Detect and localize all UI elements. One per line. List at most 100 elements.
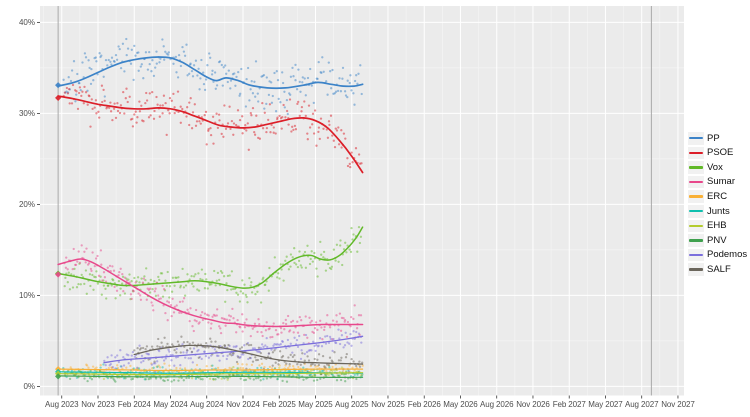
scatter-point	[133, 44, 136, 48]
scatter-point	[160, 341, 163, 344]
scatter-point	[152, 117, 156, 120]
scatter-point	[225, 72, 228, 75]
scatter-point	[154, 377, 158, 380]
scatter-point	[182, 297, 186, 300]
scatter-point	[357, 314, 361, 317]
scatter-point	[197, 370, 200, 373]
scatter-point	[355, 364, 358, 368]
scatter-point	[173, 284, 176, 287]
scatter-point	[127, 354, 130, 357]
scatter-point	[260, 366, 263, 369]
scatter-point	[249, 88, 252, 91]
scatter-point	[241, 279, 244, 282]
scatter-point	[326, 314, 329, 317]
scatter-point	[95, 270, 98, 273]
scatter-point	[230, 119, 234, 123]
scatter-point	[106, 356, 109, 359]
scatter-point	[259, 351, 263, 355]
scatter-point	[276, 78, 280, 82]
scatter-point	[114, 380, 117, 383]
scatter-point	[148, 291, 152, 294]
scatter-point	[205, 364, 208, 368]
scatter-point	[272, 322, 275, 325]
scatter-point	[320, 253, 323, 256]
scatter-point	[79, 88, 82, 92]
scatter-point	[316, 328, 319, 332]
scatter-point	[218, 359, 221, 362]
scatter-point	[229, 127, 232, 131]
scatter-point	[222, 66, 225, 69]
trend-line-junts	[57, 371, 364, 374]
scatter-point	[194, 273, 197, 276]
scatter-point	[137, 367, 141, 370]
scatter-point	[327, 341, 331, 345]
scatter-point	[77, 282, 80, 286]
scatter-point	[104, 363, 107, 367]
scatter-point	[267, 93, 271, 97]
scatter-point	[76, 107, 80, 111]
scatter-point	[256, 358, 260, 362]
x-tick-label: Aug 2024	[190, 400, 224, 409]
scatter-point	[162, 359, 166, 362]
scatter-point	[281, 71, 284, 74]
scatter-point	[197, 289, 201, 292]
scatter-point	[236, 318, 239, 322]
scatter-point	[132, 290, 135, 293]
scatter-point	[199, 77, 202, 80]
scatter-point	[131, 117, 134, 121]
scatter-point	[231, 307, 234, 311]
scatter-point	[189, 307, 192, 310]
scatter-point	[337, 260, 340, 263]
scatter-point	[209, 133, 213, 137]
scatter-point	[296, 320, 299, 323]
scatter-point	[197, 67, 200, 70]
x-tick-label: Feb 2026	[408, 400, 442, 409]
scatter-point	[294, 128, 298, 131]
scatter-point	[179, 284, 182, 287]
scatter-point	[243, 283, 246, 286]
scatter-point	[331, 360, 334, 363]
scatter-point	[188, 72, 191, 75]
scatter-point	[330, 265, 334, 268]
scatter-point	[361, 361, 364, 364]
scatter-point	[339, 239, 342, 242]
scatter-point	[348, 248, 351, 251]
scatter-point	[146, 68, 150, 71]
scatter-point	[94, 257, 98, 260]
scatter-point	[251, 327, 254, 330]
scatter-point	[263, 365, 266, 369]
scatter-point	[341, 263, 344, 267]
scatter-point	[220, 377, 223, 380]
scatter-point	[75, 286, 79, 289]
scatter-point	[237, 70, 240, 74]
scatter-point	[174, 55, 178, 59]
scatter-point	[118, 270, 121, 274]
scatter-point	[246, 301, 249, 304]
scatter-point	[205, 143, 208, 146]
scatter-point	[124, 97, 127, 100]
legend-key-icon	[688, 132, 704, 145]
scatter-point	[270, 101, 274, 104]
scatter-point	[361, 373, 364, 376]
scatter-point	[75, 90, 78, 93]
scatter-point	[263, 107, 266, 110]
scatter-point	[340, 366, 344, 369]
scatter-point	[68, 102, 71, 105]
scatter-point	[117, 274, 120, 277]
scatter-point	[303, 359, 306, 362]
scatter-point	[121, 272, 124, 276]
scatter-point	[188, 101, 191, 104]
scatter-point	[272, 126, 275, 129]
scatter-point	[340, 316, 344, 320]
scatter-point	[139, 65, 142, 68]
scatter-point	[317, 130, 320, 134]
scatter-point	[304, 114, 307, 118]
scatter-point	[173, 106, 176, 109]
scatter-point	[187, 376, 191, 380]
scatter-point	[80, 273, 83, 277]
legend-item-sumar: Sumar	[688, 175, 747, 190]
scatter-point	[170, 359, 173, 362]
scatter-point	[190, 69, 194, 73]
scatter-point	[154, 294, 158, 297]
scatter-point	[282, 103, 285, 107]
